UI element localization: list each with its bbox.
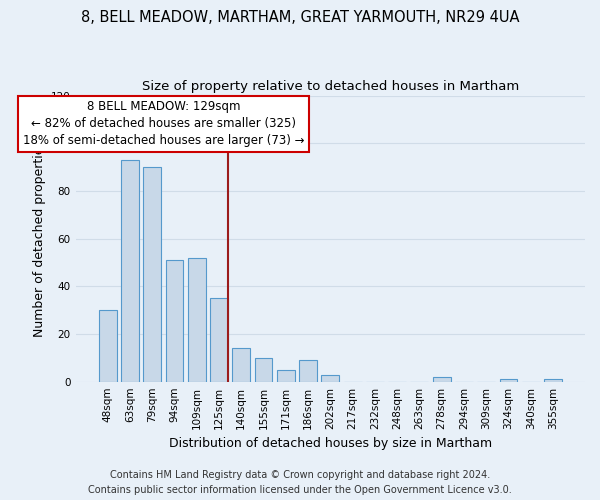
Bar	[166, 260, 184, 382]
Bar	[322, 374, 339, 382]
Bar	[232, 348, 250, 382]
Bar	[99, 310, 116, 382]
Bar	[500, 380, 517, 382]
Bar	[121, 160, 139, 382]
Bar	[143, 167, 161, 382]
Y-axis label: Number of detached properties: Number of detached properties	[32, 140, 46, 337]
Bar	[254, 358, 272, 382]
Bar	[433, 377, 451, 382]
Text: Contains HM Land Registry data © Crown copyright and database right 2024.
Contai: Contains HM Land Registry data © Crown c…	[88, 470, 512, 495]
Bar	[544, 380, 562, 382]
Title: Size of property relative to detached houses in Martham: Size of property relative to detached ho…	[142, 80, 519, 93]
Text: 8 BELL MEADOW: 129sqm
← 82% of detached houses are smaller (325)
18% of semi-det: 8 BELL MEADOW: 129sqm ← 82% of detached …	[23, 100, 304, 148]
Bar	[210, 298, 228, 382]
X-axis label: Distribution of detached houses by size in Martham: Distribution of detached houses by size …	[169, 437, 492, 450]
Bar	[188, 258, 206, 382]
Bar	[299, 360, 317, 382]
Text: 8, BELL MEADOW, MARTHAM, GREAT YARMOUTH, NR29 4UA: 8, BELL MEADOW, MARTHAM, GREAT YARMOUTH,…	[81, 10, 519, 25]
Bar	[277, 370, 295, 382]
